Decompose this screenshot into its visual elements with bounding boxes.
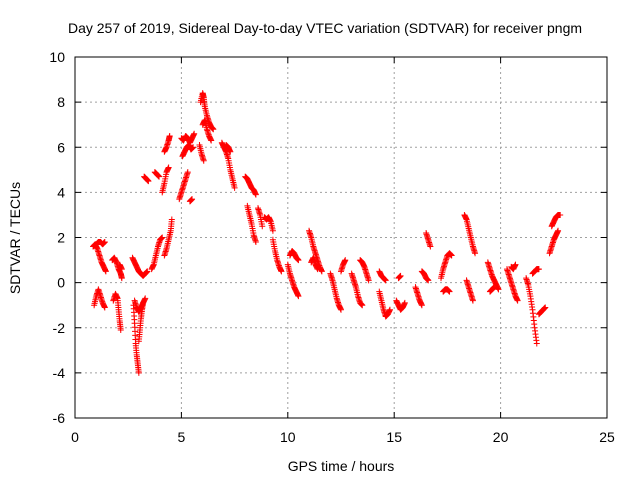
data-point	[365, 277, 372, 284]
data-point	[118, 275, 125, 282]
data-point	[135, 369, 142, 376]
data-point	[557, 211, 564, 218]
x-tick-label: 20	[493, 429, 509, 445]
data-point	[495, 286, 502, 293]
data-point	[278, 268, 285, 275]
data-point	[418, 302, 425, 309]
data-point	[514, 297, 521, 304]
y-tick-label: 8	[57, 94, 65, 110]
data-point	[210, 126, 217, 133]
data-point	[259, 223, 266, 230]
data-point	[425, 277, 432, 284]
axis-ticks	[74, 56, 608, 419]
data-point	[295, 293, 302, 300]
data-point	[231, 184, 238, 191]
data-point	[427, 243, 434, 250]
y-tick-label: -6	[53, 410, 66, 426]
data-point	[189, 196, 196, 203]
data-point	[159, 234, 166, 241]
y-axis-label: SDTVAR / TECUs	[7, 182, 23, 294]
y-tick-label: -4	[53, 365, 66, 381]
data-point	[491, 284, 498, 291]
y-tick-label: 0	[57, 275, 65, 291]
data-point	[512, 261, 519, 268]
data-point	[314, 266, 321, 273]
data-point	[144, 268, 151, 275]
x-tick-label: 10	[280, 429, 296, 445]
data-point	[156, 173, 163, 180]
data-point	[386, 306, 393, 313]
data-point	[295, 257, 302, 264]
data-point	[252, 239, 259, 246]
x-tick-label: 15	[386, 429, 402, 445]
data-point	[542, 304, 549, 311]
y-tick-label: 10	[49, 49, 65, 65]
data-point	[382, 277, 389, 284]
grid-lines	[75, 57, 607, 418]
data-point	[469, 297, 476, 304]
y-tick-label: -2	[53, 320, 66, 336]
data-point	[142, 295, 149, 302]
data-point	[208, 137, 215, 144]
data-point	[117, 327, 124, 334]
data-points	[90, 90, 564, 376]
data-point	[200, 157, 207, 164]
data-point	[342, 257, 349, 264]
data-point	[252, 191, 259, 198]
y-tick-label: 6	[57, 139, 65, 155]
x-tick-labels: 0 5 10 15 20 25	[71, 429, 615, 445]
x-tick-label: 5	[178, 429, 186, 445]
data-point	[227, 148, 234, 155]
data-point	[401, 299, 408, 306]
data-point	[145, 178, 152, 185]
data-point	[190, 144, 197, 151]
data-point	[472, 250, 479, 257]
data-point	[533, 340, 540, 347]
data-point	[555, 227, 562, 234]
data-point	[338, 306, 344, 313]
data-point	[184, 169, 191, 176]
y-tick-label: 4	[57, 184, 65, 200]
data-point	[191, 130, 198, 137]
data-point	[168, 216, 175, 223]
data-point	[102, 268, 109, 275]
data-point	[448, 252, 455, 259]
data-point	[140, 299, 147, 306]
data-point	[101, 239, 108, 246]
data-point	[269, 227, 276, 234]
data-point	[166, 132, 173, 139]
y-tick-label: 2	[57, 230, 65, 246]
data-point	[118, 266, 125, 273]
data-point	[397, 272, 404, 279]
chart-title: Day 257 of 2019, Sidereal Day-to-day VTE…	[68, 20, 582, 36]
data-point	[101, 304, 108, 311]
y-tick-labels: -6 -4 -2 0 2 4 6 8 10	[49, 49, 65, 426]
x-axis-label: GPS time / hours	[288, 458, 395, 474]
data-point	[446, 288, 453, 295]
data-point	[318, 268, 325, 275]
x-tick-label: 25	[599, 429, 615, 445]
x-tick-label: 0	[71, 429, 79, 445]
data-point	[359, 302, 366, 309]
data-point	[165, 164, 172, 171]
data-point	[535, 266, 542, 273]
